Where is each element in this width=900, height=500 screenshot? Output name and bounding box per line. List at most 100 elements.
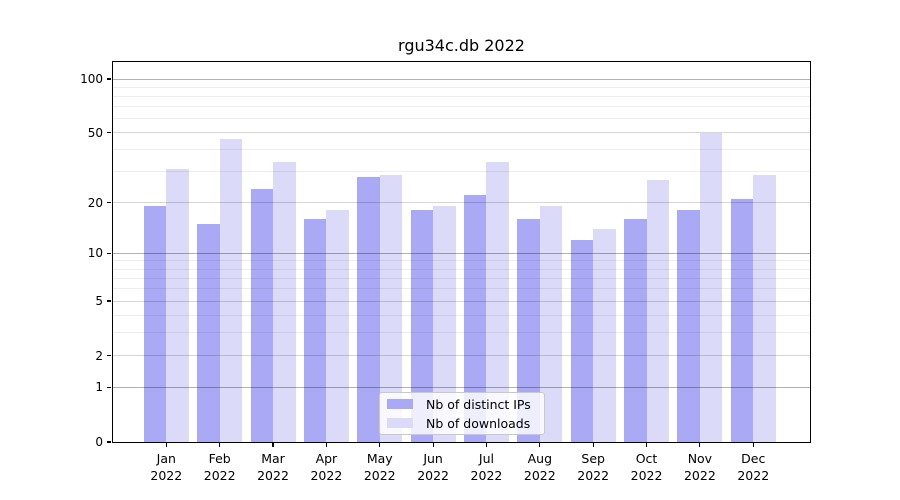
gridline-90 xyxy=(113,86,810,88)
y-tick-mark-10 xyxy=(107,252,111,254)
gridline-3 xyxy=(113,332,810,334)
y-tick-label-10: 10 xyxy=(87,246,103,261)
bar-downloads-nov xyxy=(699,132,723,442)
gridline-70 xyxy=(113,106,810,108)
x-tick-label-dec: Dec 2022 xyxy=(713,450,793,484)
gridline-8 xyxy=(113,268,810,270)
gridline-6 xyxy=(113,288,810,290)
x-tick-year: 2022 xyxy=(737,468,770,483)
y-tick-label-100: 100 xyxy=(80,72,103,87)
bar-distinct-ips-jun xyxy=(410,210,434,442)
x-tick-year: 2022 xyxy=(363,468,396,483)
gridline-5 xyxy=(113,300,810,302)
x-tick-mark-jul xyxy=(485,443,488,447)
x-tick-month: May xyxy=(366,451,393,466)
y-tick-label-1: 1 xyxy=(95,380,103,395)
bar-downloads-feb xyxy=(219,139,243,442)
bar-downloads-oct xyxy=(646,179,670,442)
x-tick-month: Feb xyxy=(208,451,231,466)
y-tick-mark-5 xyxy=(107,300,111,302)
chart-title: rgu34c.db 2022 xyxy=(398,36,525,55)
gridline-30 xyxy=(113,171,810,173)
x-tick-label-sep: Sep 2022 xyxy=(553,450,633,484)
x-tick-month: Sep xyxy=(581,451,605,466)
legend-item-distinct-ips: Nb of distinct IPs xyxy=(387,396,544,412)
bar-downloads-may xyxy=(379,174,403,442)
y-tick-mark-1 xyxy=(107,386,111,389)
bar-distinct-ips-may xyxy=(357,177,380,442)
bar-downloads-jun xyxy=(433,206,456,442)
x-tick-mark-apr xyxy=(325,443,327,447)
bar-downloads-aug xyxy=(539,206,563,442)
gridline-1 xyxy=(113,386,810,388)
x-tick-mark-mar xyxy=(272,443,274,447)
bar-distinct-ips-mar xyxy=(250,188,274,442)
x-tick-year: 2022 xyxy=(150,468,183,483)
x-tick-label-apr: Apr 2022 xyxy=(286,450,366,484)
x-tick-month: Aug xyxy=(527,451,553,466)
bar-distinct-ips-oct xyxy=(624,219,647,442)
x-tick-month: Mar xyxy=(261,451,285,466)
gridline-9 xyxy=(113,260,810,262)
bar-distinct-ips-aug xyxy=(517,219,540,442)
x-tick-mark-feb xyxy=(219,443,221,447)
y-tick-mark-20 xyxy=(107,201,111,204)
bar-downloads-sep xyxy=(593,229,616,442)
x-tick-label-aug: Aug 2022 xyxy=(500,450,580,484)
gridline-4 xyxy=(113,314,810,316)
legend-label-downloads: Nb of downloads xyxy=(426,415,531,431)
y-tick-label-5: 5 xyxy=(95,294,103,309)
x-tick-mark-jan xyxy=(165,443,167,447)
bar-downloads-mar xyxy=(273,162,296,442)
x-tick-month: Jul xyxy=(478,451,494,466)
x-tick-label-oct: Oct 2022 xyxy=(607,450,687,484)
y-tick-mark-2 xyxy=(107,354,111,357)
legend-swatch-distinct-ips xyxy=(387,399,413,409)
x-tick-year: 2022 xyxy=(630,468,663,483)
y-tick-label-0: 0 xyxy=(95,435,103,449)
y-tick-mark-100 xyxy=(107,78,111,80)
bar-distinct-ips-dec xyxy=(730,198,754,442)
bar-distinct-ips-apr xyxy=(303,219,327,442)
x-tick-year: 2022 xyxy=(310,468,343,483)
x-tick-month: Nov xyxy=(687,451,713,466)
gridline-10 xyxy=(113,252,810,254)
x-tick-year: 2022 xyxy=(417,468,449,483)
gridline-2 xyxy=(113,355,810,357)
x-tick-year: 2022 xyxy=(523,468,556,483)
legend: Nb of distinct IPs Nb of downloads xyxy=(379,392,545,435)
gridline-80 xyxy=(113,95,810,97)
plot-area xyxy=(112,61,811,443)
x-tick-year: 2022 xyxy=(683,468,716,483)
x-tick-label-mar: Mar 2022 xyxy=(233,450,313,484)
x-tick-month: Jan xyxy=(156,451,176,466)
x-tick-mark-oct xyxy=(645,443,648,447)
x-tick-label-jul: Jul 2022 xyxy=(446,450,526,484)
x-tick-mark-nov xyxy=(699,443,701,447)
bar-distinct-ips-jul xyxy=(463,195,487,442)
bar-downloads-dec xyxy=(753,174,776,442)
bar-downloads-jan xyxy=(166,169,189,442)
x-tick-label-jun: Jun 2022 xyxy=(393,450,473,484)
y-tick-label-20: 20 xyxy=(87,195,103,210)
x-tick-year: 2022 xyxy=(470,468,503,483)
bar-distinct-ips-jan xyxy=(143,206,167,442)
x-tick-mark-sep xyxy=(592,443,594,447)
x-tick-mark-aug xyxy=(539,443,541,447)
x-tick-month: Oct xyxy=(635,451,658,466)
x-tick-mark-may xyxy=(379,443,381,447)
legend-item-downloads: Nb of downloads xyxy=(387,415,544,431)
y-tick-label-2: 2 xyxy=(95,348,103,363)
legend-swatch-downloads xyxy=(387,418,413,428)
y-tick-mark-0 xyxy=(107,441,111,443)
x-tick-label-may: May 2022 xyxy=(340,450,420,484)
x-tick-month: Jun xyxy=(423,451,443,466)
bar-downloads-jul xyxy=(486,162,509,442)
gridline-50 xyxy=(113,132,810,134)
gridline-7 xyxy=(113,277,810,279)
gridline-60 xyxy=(113,118,810,120)
x-tick-label-feb: Feb 2022 xyxy=(180,450,260,484)
gridline-40 xyxy=(113,149,810,151)
x-tick-year: 2022 xyxy=(203,468,236,483)
